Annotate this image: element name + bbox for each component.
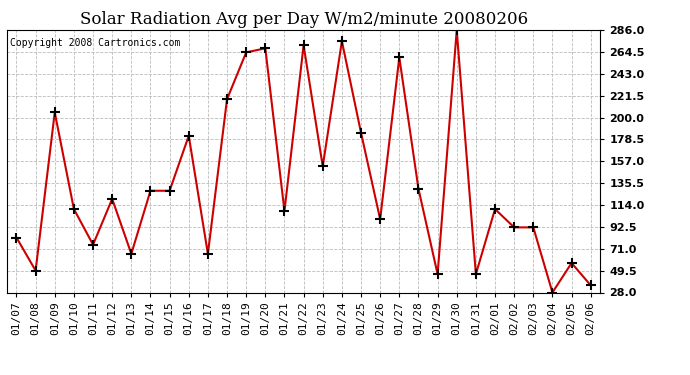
Text: Copyright 2008 Cartronics.com: Copyright 2008 Cartronics.com <box>10 38 180 48</box>
Title: Solar Radiation Avg per Day W/m2/minute 20080206: Solar Radiation Avg per Day W/m2/minute … <box>79 12 528 28</box>
